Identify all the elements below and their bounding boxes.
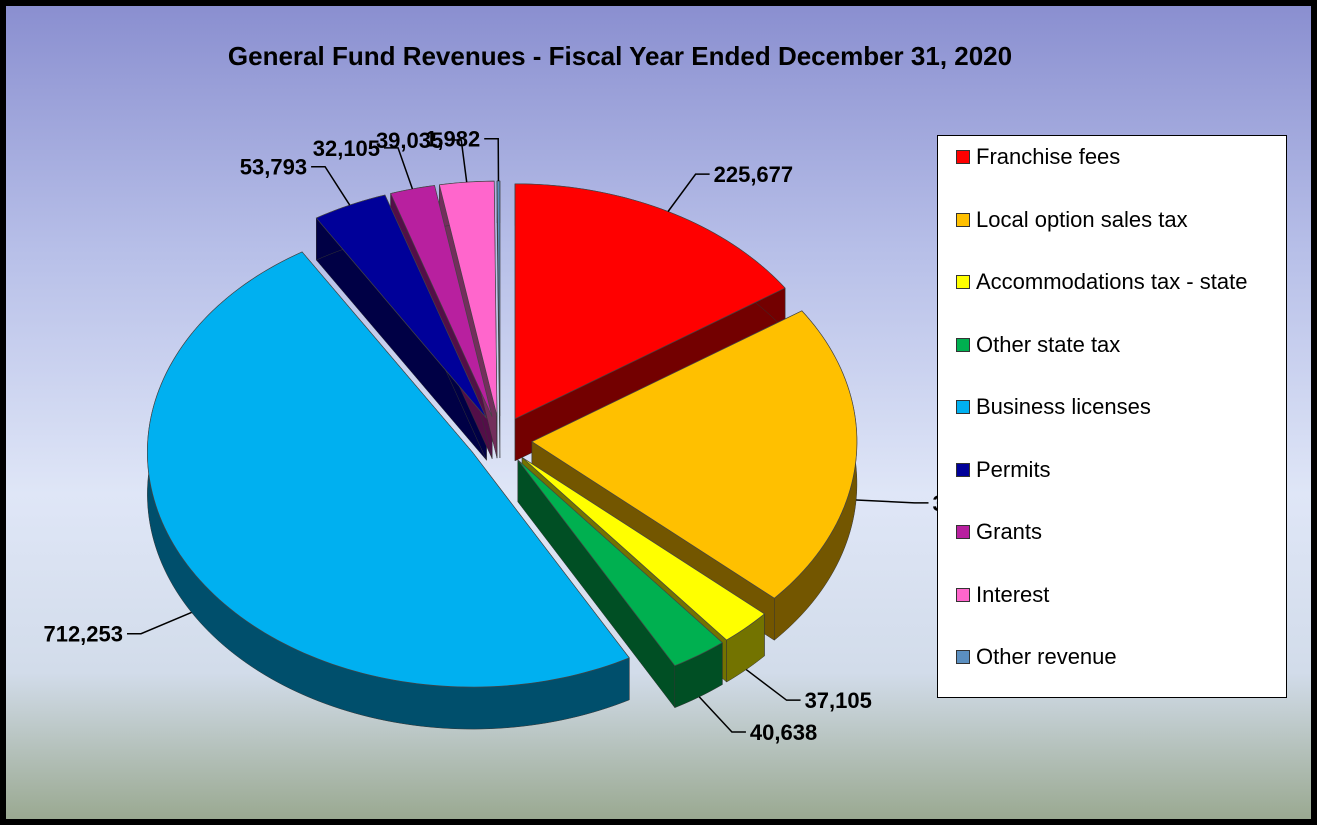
- pie-slice: [147, 251, 630, 688]
- data-label: 225,677: [714, 162, 794, 187]
- legend-swatch: [956, 150, 970, 164]
- pie-slice: [521, 457, 766, 641]
- data-label: 37,105: [805, 688, 872, 713]
- data-label: 32,105: [313, 136, 380, 161]
- legend-swatch: [956, 400, 970, 414]
- leader-line: [667, 173, 710, 212]
- data-label: 712,253: [43, 622, 123, 647]
- leader-line: [127, 611, 192, 635]
- legend-item: Local option sales tax: [956, 206, 1276, 270]
- pie-slice: [514, 183, 786, 420]
- legend-item: Other revenue: [956, 644, 1276, 707]
- legend-label: Local option sales tax: [976, 206, 1188, 232]
- legend-item: Grants: [956, 519, 1276, 582]
- legend-swatch: [956, 275, 970, 289]
- legend-swatch: [956, 462, 970, 477]
- legend-swatch: [956, 337, 970, 352]
- data-label: 39,035: [376, 128, 443, 153]
- leader-line: [698, 696, 746, 733]
- leader-line: [745, 668, 801, 701]
- legend-item: Franchise fees: [956, 144, 1276, 207]
- leader-line: [484, 137, 500, 182]
- legend-item: Interest: [956, 581, 1276, 645]
- legend-item: Accommodations tax - state: [956, 269, 1276, 332]
- legend-label: Interest: [976, 581, 1050, 607]
- leader-line: [311, 165, 351, 206]
- data-label: 53,793: [240, 155, 307, 180]
- legend: Franchise fees Local option sales tax Acco…: [937, 135, 1287, 698]
- legend-label: Accommodations tax - state: [976, 269, 1248, 294]
- leader-line: [384, 147, 414, 190]
- legend-label: Business licenses: [976, 394, 1151, 419]
- legend-swatch: [956, 525, 970, 539]
- legend-label: Grants: [976, 519, 1043, 544]
- legend-item: Other state tax: [956, 331, 1276, 395]
- pie-slice: [438, 180, 498, 417]
- legend-swatch: [956, 650, 970, 664]
- legend-item: Business licenses: [956, 394, 1276, 457]
- legend-label: Franchise fees: [976, 144, 1121, 169]
- legend-label: Permits: [976, 456, 1051, 482]
- data-label: 1,982: [425, 127, 480, 152]
- legend-item: Permits: [956, 456, 1276, 520]
- pie-slice: [496, 180, 501, 417]
- legend-label: Other state tax: [976, 331, 1121, 357]
- leader-line: [447, 139, 468, 183]
- legend-swatch: [956, 587, 970, 602]
- legend-label: Other revenue: [976, 644, 1117, 669]
- pie-slice: [531, 310, 858, 599]
- data-label: 40,638: [750, 720, 817, 745]
- chart-title: General Fund Revenues - Fiscal Year Ende…: [228, 41, 1012, 71]
- leader-line: [856, 499, 929, 504]
- legend-swatch: [956, 212, 970, 227]
- pie-slice: [517, 459, 723, 667]
